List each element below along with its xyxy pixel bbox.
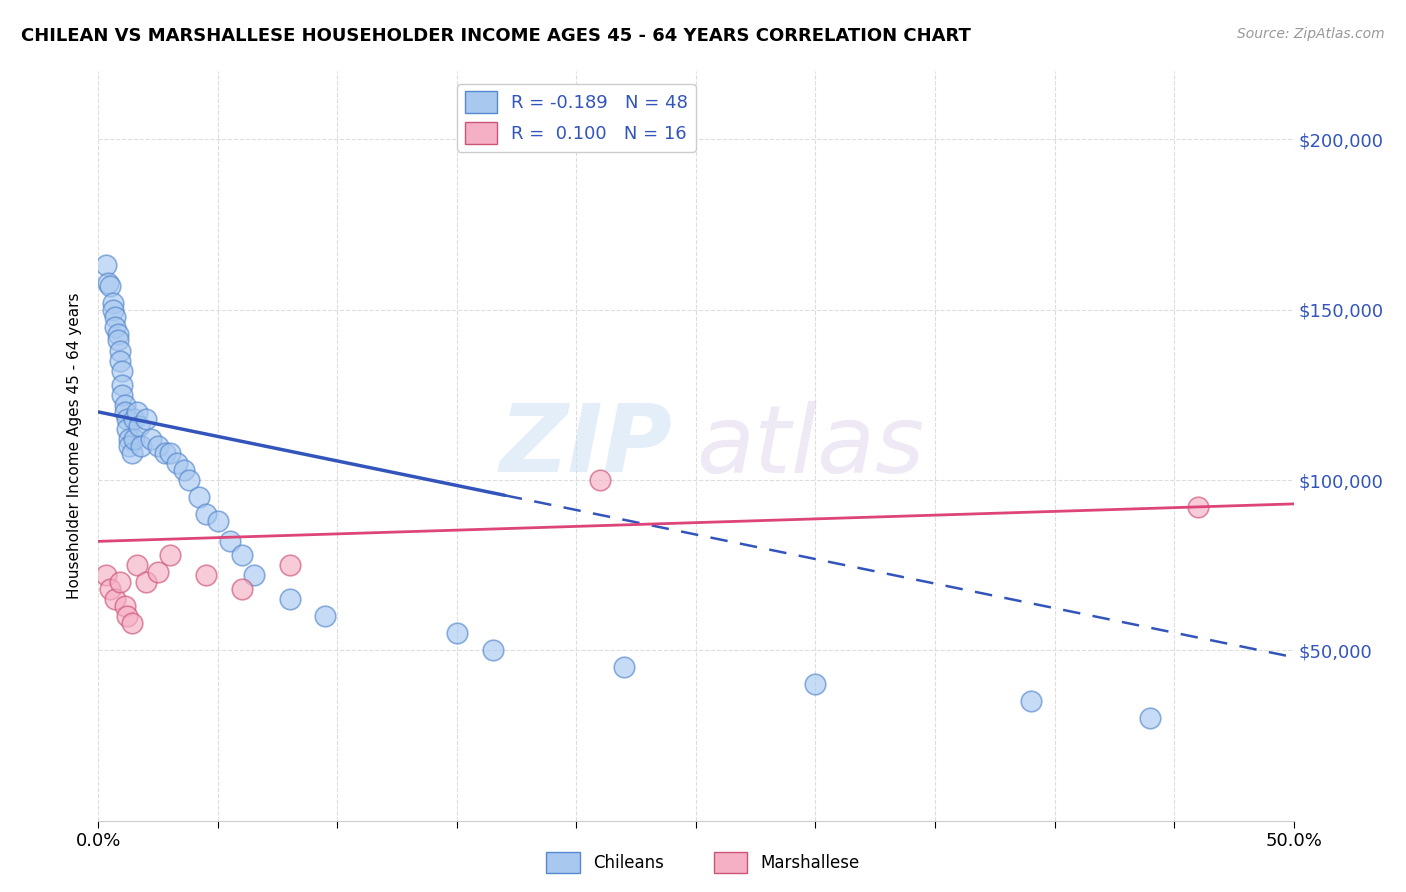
Text: Source: ZipAtlas.com: Source: ZipAtlas.com: [1237, 27, 1385, 41]
Point: [121, 616, 143, 631]
Point: [121, 446, 143, 460]
Point: [98, 279, 122, 293]
Point: [97, 276, 120, 290]
Point: [1019, 694, 1042, 708]
Point: [135, 575, 157, 590]
Point: [148, 439, 170, 453]
Point: [118, 432, 141, 446]
Point: [148, 565, 170, 579]
Point: [94, 568, 117, 582]
Y-axis label: Householder Income Ages 45 - 64 years: Householder Income Ages 45 - 64 years: [67, 293, 83, 599]
Point: [187, 490, 209, 504]
Point: [98, 582, 122, 596]
Point: [231, 548, 253, 562]
Point: [125, 558, 148, 573]
Point: [589, 473, 612, 487]
Point: [139, 432, 162, 446]
Legend: Chileans, Marshallese: Chileans, Marshallese: [540, 846, 866, 880]
Point: [104, 310, 127, 324]
Legend: R = -0.189   N = 48, R =  0.100   N = 16: R = -0.189 N = 48, R = 0.100 N = 16: [457, 84, 696, 152]
Text: CHILEAN VS MARSHALLESE HOUSEHOLDER INCOME AGES 45 - 64 YEARS CORRELATION CHART: CHILEAN VS MARSHALLESE HOUSEHOLDER INCOM…: [21, 27, 972, 45]
Point: [114, 599, 136, 613]
Point: [155, 446, 177, 460]
Point: [159, 548, 181, 562]
Point: [166, 456, 188, 470]
Point: [107, 334, 129, 348]
Point: [131, 439, 153, 453]
Point: [207, 514, 229, 528]
Point: [101, 302, 124, 317]
Text: atlas: atlas: [696, 401, 924, 491]
Point: [124, 432, 146, 446]
Point: [195, 507, 218, 521]
Point: [108, 343, 131, 358]
Point: [104, 592, 127, 607]
Point: [107, 326, 129, 341]
Point: [1187, 500, 1209, 515]
Point: [111, 364, 134, 378]
Point: [219, 534, 242, 549]
Text: ZIP: ZIP: [499, 400, 672, 492]
Point: [481, 643, 505, 657]
Point: [104, 319, 127, 334]
Point: [231, 582, 253, 596]
Point: [1139, 711, 1161, 725]
Point: [114, 405, 136, 419]
Point: [446, 626, 468, 640]
Point: [315, 609, 337, 624]
Point: [124, 411, 146, 425]
Point: [243, 568, 266, 582]
Point: [111, 377, 134, 392]
Point: [118, 439, 141, 453]
Point: [115, 411, 138, 425]
Point: [135, 411, 157, 425]
Point: [108, 575, 131, 590]
Point: [159, 446, 181, 460]
Point: [278, 558, 301, 573]
Point: [125, 405, 148, 419]
Point: [111, 388, 134, 402]
Point: [101, 296, 124, 310]
Point: [179, 473, 201, 487]
Point: [128, 418, 150, 433]
Point: [115, 609, 138, 624]
Point: [94, 259, 117, 273]
Point: [108, 354, 131, 368]
Point: [114, 398, 136, 412]
Point: [278, 592, 301, 607]
Point: [173, 463, 195, 477]
Point: [115, 422, 138, 436]
Point: [613, 660, 636, 674]
Point: [804, 677, 827, 691]
Point: [195, 568, 218, 582]
